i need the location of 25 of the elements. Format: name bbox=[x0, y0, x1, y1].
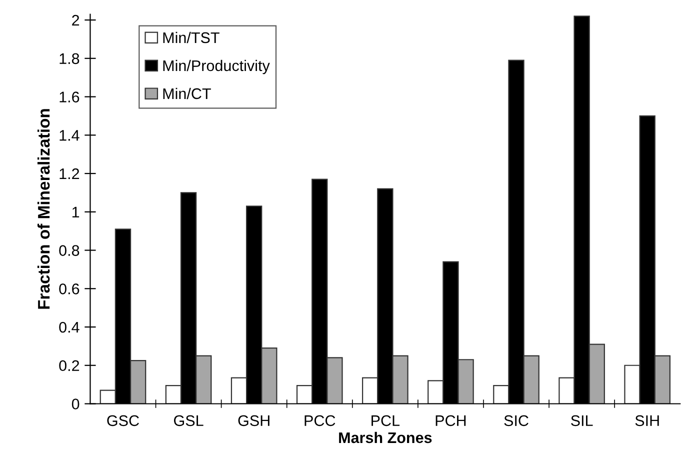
x-tick-label: SIC bbox=[504, 415, 528, 426]
y-tick-label: 1.4 bbox=[60, 130, 80, 141]
y-tick-label: 1.6 bbox=[60, 92, 80, 102]
x-tick-label: GSL bbox=[174, 415, 204, 426]
x-axis-title: Marsh Zones bbox=[339, 432, 432, 444]
y-tick-label: 0.2 bbox=[59, 360, 80, 372]
y-tick-label: 1 bbox=[72, 206, 80, 218]
x-tick-label: GSH bbox=[238, 415, 270, 426]
x-tick-label: SIL bbox=[571, 415, 593, 426]
x-tick-label: GSC bbox=[107, 415, 139, 426]
legend-label: Min/CT bbox=[163, 88, 211, 100]
y-tick-label: 1.2 bbox=[60, 168, 80, 180]
x-tick-label: PCL bbox=[372, 415, 400, 426]
y-tick-label: 2 bbox=[72, 14, 80, 26]
y-tick-label: 0.8 bbox=[59, 245, 80, 256]
y-tick-label: 0 bbox=[72, 398, 80, 410]
y-axis-title: Fraction of Mineralization bbox=[37, 109, 50, 309]
x-tick-label: PCH bbox=[436, 415, 466, 426]
legend-label: Min/TST bbox=[163, 32, 220, 44]
y-tick-label: 0.6 bbox=[59, 283, 80, 294]
x-tick-label: PCC bbox=[304, 415, 336, 426]
legend-label: Min/Productivity bbox=[163, 60, 270, 74]
y-tick-label: 0.4 bbox=[59, 322, 80, 333]
x-tick-label: SIH bbox=[635, 415, 659, 426]
y-tick-label: 1.8 bbox=[60, 53, 80, 64]
